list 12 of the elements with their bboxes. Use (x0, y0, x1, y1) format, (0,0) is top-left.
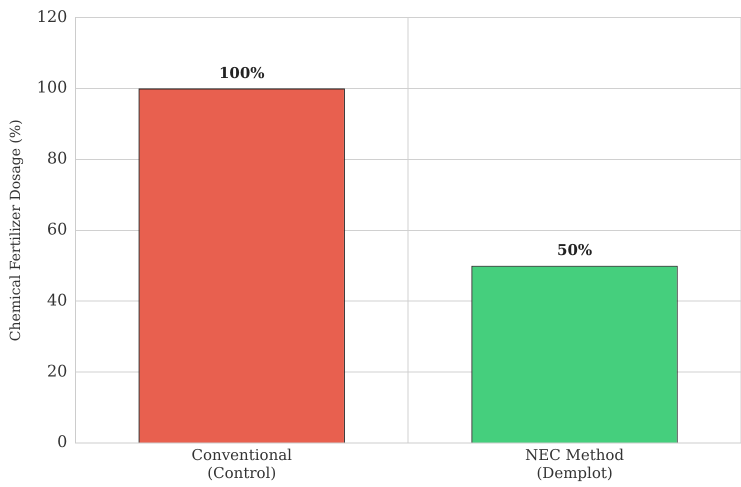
data-label: 100% (218, 64, 265, 82)
data-label: 50% (557, 241, 592, 260)
x-tick-label: Conventional (Control) (192, 446, 292, 482)
y-tick-label: 40 (46, 290, 68, 310)
y-tick-label: 20 (46, 361, 68, 380)
y-tick-label: 0 (57, 432, 68, 452)
y-tick-label: 120 (36, 6, 68, 26)
y-tick-label: 80 (46, 148, 68, 168)
y-axis-title: Chemical Fertilizer Dosage (%) (8, 119, 24, 342)
x-tick-label: NEC Method (Demplot) (525, 446, 624, 482)
y-tick-label: 100 (36, 78, 68, 97)
y-tick-label: 60 (46, 219, 68, 238)
